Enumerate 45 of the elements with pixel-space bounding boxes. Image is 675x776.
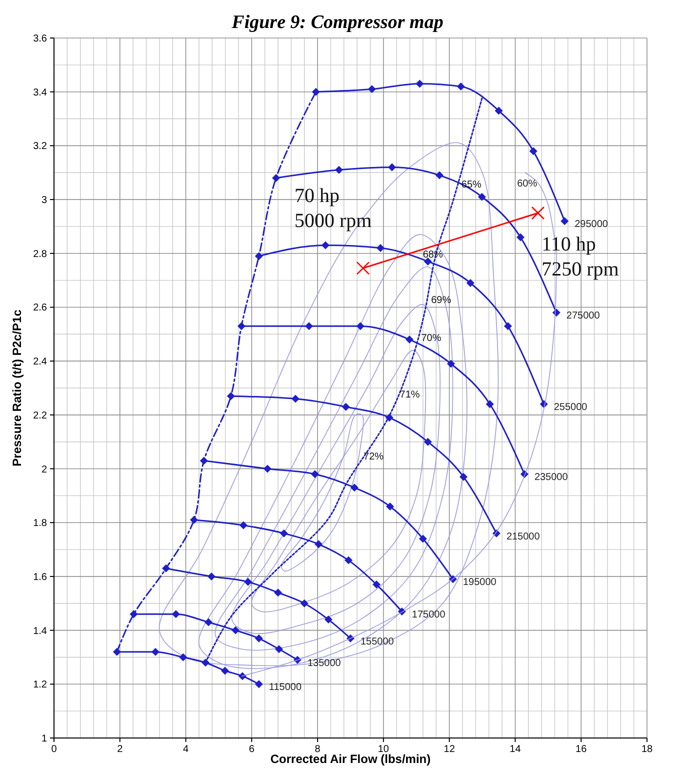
x-tick-label: 16 bbox=[576, 744, 588, 755]
annotation: 65% bbox=[461, 179, 482, 190]
x-tick-label: 14 bbox=[510, 744, 522, 755]
x-tick-label: 12 bbox=[444, 744, 456, 755]
annotation: 70% bbox=[421, 332, 442, 344]
y-tick-label: 2 bbox=[41, 464, 48, 476]
y-tick-label: 3.6 bbox=[33, 34, 48, 44]
annotation: 69% bbox=[431, 295, 452, 306]
x-tick-label: 2 bbox=[117, 744, 124, 755]
y-tick-label: 2.2 bbox=[33, 410, 48, 422]
series-label: 115000 bbox=[268, 682, 302, 694]
y-tick-label: 3.4 bbox=[33, 87, 48, 98]
series-label: 295000 bbox=[574, 219, 608, 230]
x-tick-label: 8 bbox=[314, 744, 321, 755]
series-label: 195000 bbox=[462, 577, 497, 588]
annotation: 71% bbox=[400, 389, 420, 400]
x-tick-label: 10 bbox=[378, 744, 390, 755]
x-tick-label: 18 bbox=[641, 744, 653, 755]
series-label: 255000 bbox=[554, 402, 588, 414]
series-label: 155000 bbox=[360, 636, 394, 648]
y-tick-label: 2.8 bbox=[33, 248, 48, 260]
y-tick-label: 2.4 bbox=[33, 356, 48, 368]
y-tick-label: 1.2 bbox=[33, 680, 48, 691]
series-label: 135000 bbox=[307, 658, 342, 669]
y-tick-label: 3.2 bbox=[33, 141, 48, 152]
series-label: 60% bbox=[517, 178, 538, 190]
y-tick-label: 1.6 bbox=[33, 572, 48, 583]
series-label: 275000 bbox=[566, 310, 600, 322]
y-tick-label: 2.6 bbox=[33, 302, 48, 314]
x-tick-label: 0 bbox=[51, 744, 58, 755]
annotation: 110 hp 7250 rpm bbox=[542, 234, 620, 281]
y-tick-label: 3 bbox=[41, 195, 48, 206]
x-tick-label: 4 bbox=[182, 744, 189, 755]
x-axis-title: Corrected Air Flow (lbs/min) bbox=[270, 752, 431, 766]
chart-title: Figure 9: Compressor map bbox=[230, 12, 444, 33]
series-label: 175000 bbox=[412, 609, 446, 620]
y-tick-label: 1 bbox=[41, 734, 48, 744]
series-label: 235000 bbox=[534, 472, 568, 484]
series-label: 215000 bbox=[506, 531, 540, 542]
annotation: 70 hp 5000 rpm bbox=[294, 185, 372, 232]
x-tick-label: 6 bbox=[248, 744, 255, 755]
annotation: 72% bbox=[364, 451, 384, 462]
y-tick-label: 1.8 bbox=[33, 518, 48, 530]
y-tick-label: 1.4 bbox=[33, 626, 48, 637]
y-axis-title: Pressure Ratio (t/t) P2c/P1c bbox=[10, 309, 24, 466]
